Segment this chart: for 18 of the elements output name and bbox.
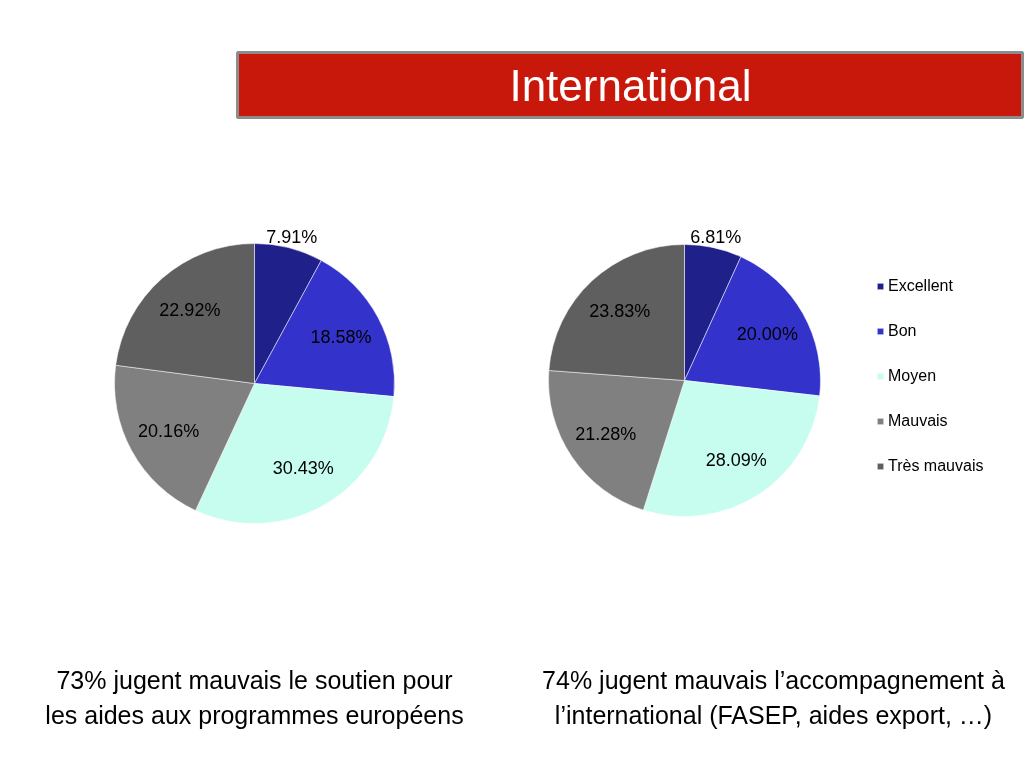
legend-label: Mauvais bbox=[888, 411, 948, 431]
text: 74% jugent mauvais l’accompagnement à l’international (FASEP, aides export, …) bbox=[542, 665, 1005, 729]
data-label: 23.83% bbox=[589, 300, 651, 321]
data-label: 6.81% bbox=[690, 226, 742, 247]
legend-label: Très mauvais bbox=[888, 456, 984, 476]
data-label: 20.00% bbox=[736, 323, 798, 344]
data-label: 22.92% bbox=[159, 299, 221, 320]
data-label: 30.43% bbox=[272, 458, 334, 479]
data-label: 18.58% bbox=[310, 327, 372, 348]
chart-title: International bbox=[509, 61, 752, 110]
legend-label: Excellent bbox=[888, 276, 953, 296]
data-label: 20.16% bbox=[138, 420, 200, 441]
legend-label: Moyen bbox=[888, 366, 937, 386]
data-label: 21.28% bbox=[575, 423, 637, 444]
legend-label: Bon bbox=[888, 321, 917, 341]
data-label: 28.09% bbox=[705, 450, 767, 471]
data-label: 7.91% bbox=[266, 226, 318, 247]
text: 73% jugent mauvais le soutien pour les aides aux programmes européens bbox=[45, 665, 464, 729]
